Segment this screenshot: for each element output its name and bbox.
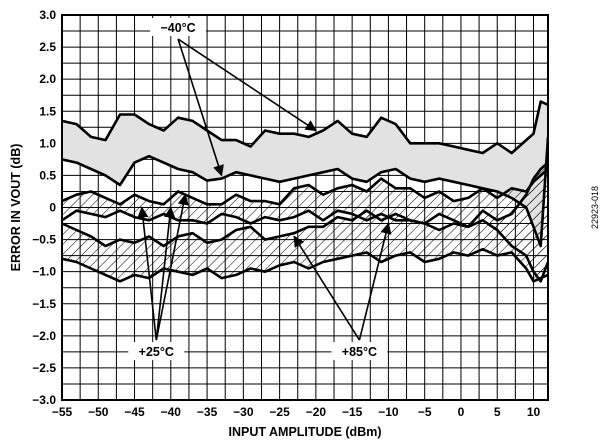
annotation-label: +85°C [342, 345, 377, 359]
annotation-arrow [177, 38, 317, 132]
annotation-label: −40°C [160, 21, 195, 35]
annotation-arrow [155, 193, 189, 341]
annotation-bg [150, 18, 207, 37]
band-fill-0 [62, 101, 548, 246]
y-tick-label: −2.5 [32, 361, 56, 375]
x-tick-labels: −55 −50 −45 −40 −35 −30 −25 −20 −15 −10 −5 0 5 10 [52, 405, 541, 419]
x-tick-label: −50 [88, 405, 109, 419]
series-upper-2 [62, 161, 548, 248]
y-axis-title: ERROR IN VOUT (dB) [9, 144, 23, 272]
y-tick-label: 2.5 [39, 40, 56, 54]
y-tick-label: 2.0 [39, 72, 56, 86]
plot-border [61, 14, 549, 401]
plot-frame [61, 14, 549, 401]
band-fill-2 [62, 162, 548, 282]
annotation-bg [331, 342, 388, 361]
annotation-arrow [137, 206, 158, 341]
y-tick-label: −3.0 [32, 393, 56, 407]
y-tick-labels: 3.0 2.5 2.0 1.5 1.0 0.5 0 −0.5 −1.0 −1.5 −2.0 −2.5 −… [32, 8, 56, 407]
annotation-arrow [293, 235, 361, 341]
x-tick-label: 10 [527, 405, 541, 419]
x-tick-label: −55 [52, 405, 73, 419]
series-lower-2 [62, 247, 548, 283]
y-tick-label: −1.5 [32, 297, 56, 311]
y-tick-label: 3.0 [39, 8, 56, 22]
x-axis-title: INPUT AMPLITUDE (dBm) [229, 425, 382, 439]
annotation-arrow [177, 38, 224, 177]
y-tick-label: 1.5 [39, 104, 56, 118]
x-tick-label: −45 [124, 405, 145, 419]
x-tick-label: −15 [342, 405, 363, 419]
y-tick-label: 0 [49, 201, 56, 215]
x-tick-label: −40 [161, 405, 182, 419]
annotations: −40°C +25°C +85°C [128, 18, 392, 361]
y-tick-label: 1.0 [39, 136, 56, 150]
annotation-arrow [358, 222, 392, 341]
annotation-arrow [155, 206, 176, 341]
series-lower-1 [62, 209, 548, 283]
x-tick-label: −35 [197, 405, 218, 419]
annotation-bg [128, 342, 185, 361]
y-tick-label: −1.0 [32, 265, 56, 279]
x-tick-label: 5 [494, 405, 501, 419]
x-tick-label: −5 [418, 405, 432, 419]
y-tick-label: 0.5 [39, 168, 56, 182]
x-tick-label: −25 [269, 405, 290, 419]
y-tick-label: −0.5 [32, 233, 56, 247]
annotation-label: +25°C [139, 345, 174, 359]
figure-id: 22923-018 [590, 186, 600, 229]
series-upper-1 [62, 168, 548, 206]
series-upper-0 [62, 100, 548, 155]
x-tick-label: −30 [233, 405, 254, 419]
x-tick-label: 0 [458, 405, 465, 419]
x-tick-label: −20 [306, 405, 327, 419]
y-tick-label: −2.0 [32, 329, 56, 343]
x-tick-label: −10 [378, 405, 399, 419]
